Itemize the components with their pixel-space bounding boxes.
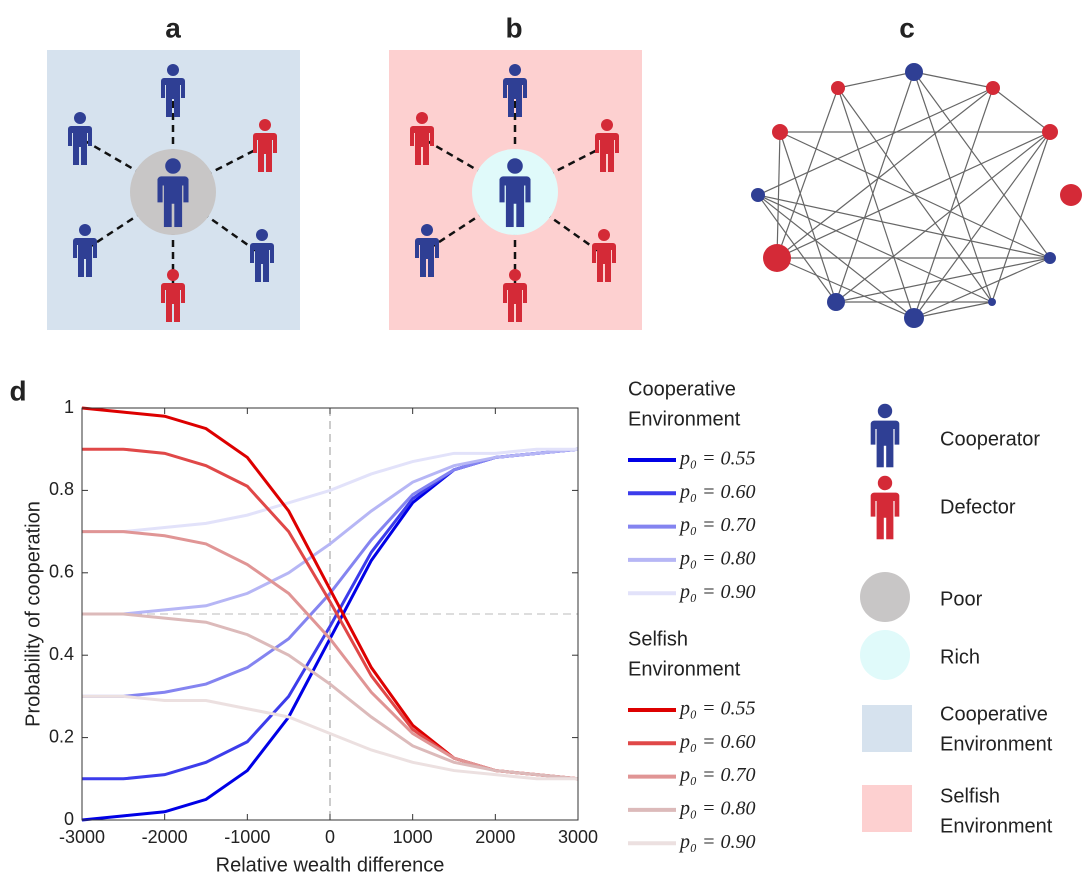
network-edge	[838, 72, 914, 88]
network-node	[763, 244, 791, 272]
figure: a b c d Cooperator Defector Poor Rich Cooperativ…	[0, 0, 1086, 879]
network-edge	[914, 88, 993, 318]
y-axis-label: Probability of cooperation	[22, 501, 44, 727]
legend-label: Selfish	[940, 785, 1000, 807]
legend-entry: p₀ = 0.90	[678, 831, 755, 853]
network-edge	[777, 258, 914, 318]
panel-label: a	[165, 12, 181, 43]
legend-coop-env	[862, 705, 912, 752]
legend-entry: p₀ = 0.80	[678, 547, 755, 569]
network-edge	[993, 88, 1050, 132]
network-edge	[836, 72, 914, 302]
legend-label: Defector	[940, 496, 1016, 518]
legend-entry: p₀ = 0.70	[678, 764, 755, 786]
network-node	[751, 188, 765, 202]
legend-label: Cooperative	[940, 703, 1048, 725]
x-tick-label: 0	[325, 827, 335, 847]
y-tick-label: 0	[64, 809, 74, 829]
legend-entry: p₀ = 0.60	[678, 731, 755, 753]
network-node	[1042, 124, 1058, 140]
network-edge	[777, 132, 780, 258]
x-tick-label: -2000	[142, 827, 188, 847]
network-edge	[758, 195, 992, 302]
person-icon	[871, 476, 900, 540]
network-edge	[914, 72, 1050, 258]
panel-label: b	[505, 12, 522, 43]
network-node	[1060, 184, 1082, 206]
legend-poor	[860, 572, 910, 622]
legend-entry: p₀ = 0.70	[678, 514, 755, 536]
network-edge	[758, 88, 993, 195]
network-edge	[992, 132, 1050, 302]
network-node	[986, 81, 1000, 95]
legend-label: Poor	[940, 588, 983, 610]
network-edge	[780, 132, 836, 302]
network-node	[772, 124, 788, 140]
network-node	[831, 81, 845, 95]
x-tick-label: -3000	[59, 827, 105, 847]
legend-label: Rich	[940, 646, 980, 668]
legend-entry: p₀ = 0.55	[678, 698, 755, 720]
network-node	[988, 298, 996, 306]
legend-entry: p₀ = 0.55	[678, 448, 755, 470]
legend-title: Cooperative	[628, 378, 736, 400]
x-tick-label: 2000	[475, 827, 515, 847]
legend-title: Environment	[628, 658, 741, 680]
person-icon	[871, 404, 900, 468]
legend-label: Environment	[940, 733, 1053, 755]
x-tick-label: -1000	[224, 827, 270, 847]
network-node	[827, 293, 845, 311]
y-tick-label: 0.4	[49, 644, 74, 664]
y-tick-label: 1	[64, 397, 74, 417]
legend-title: Environment	[628, 408, 741, 430]
network-node	[1044, 252, 1056, 264]
legend-selfish-env	[862, 785, 912, 832]
network-edge	[914, 72, 993, 88]
legend-entry: p₀ = 0.60	[678, 481, 755, 503]
y-tick-label: 0.8	[49, 479, 74, 499]
legend-entry: p₀ = 0.80	[678, 797, 755, 819]
legend-rich	[860, 630, 910, 680]
y-tick-label: 0.6	[49, 562, 74, 582]
panel-label: d	[9, 375, 26, 406]
legend-entry: p₀ = 0.90	[678, 581, 755, 603]
network-edge	[914, 132, 1050, 318]
network-node	[904, 308, 924, 328]
legend-title: Selfish	[628, 628, 688, 650]
x-tick-label: 3000	[558, 827, 598, 847]
x-axis-label: Relative wealth difference	[216, 854, 445, 876]
legend-label: Cooperator	[940, 428, 1040, 450]
network-edge	[836, 258, 1050, 302]
legend-label: Environment	[940, 815, 1053, 837]
network-edge	[914, 302, 992, 318]
x-tick-label: 1000	[393, 827, 433, 847]
y-tick-label: 0.2	[49, 726, 74, 746]
network-edge	[838, 88, 914, 318]
panel-label: c	[899, 12, 915, 43]
network-edge	[914, 258, 1050, 318]
network-node	[905, 63, 923, 81]
